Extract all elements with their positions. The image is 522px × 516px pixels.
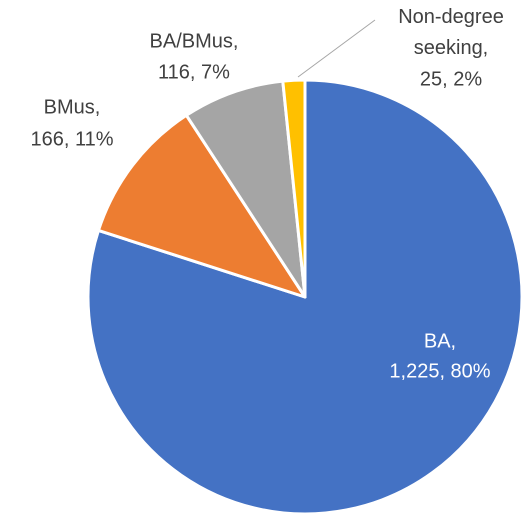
category-label: BA/BMus,	[150, 30, 239, 52]
data-label: BMus, 166, 11%	[30, 96, 113, 150]
pie-slice	[281, 78, 307, 299]
pie-slice	[96, 113, 307, 299]
value-label: 166, 11%	[30, 128, 113, 150]
category-label: BMus,	[44, 96, 101, 118]
pie-slice	[184, 79, 307, 299]
category-label: Non-degree seeking,	[398, 6, 504, 59]
leader-line	[297, 19, 376, 78]
data-label: Non-degree seeking, 25, 2%	[398, 6, 504, 90]
category-label: BA,	[424, 330, 456, 352]
value-label: 116, 7%	[158, 61, 230, 83]
value-label: 25, 2%	[420, 68, 482, 90]
value-label: 1,225, 80%	[389, 360, 490, 382]
data-label: BA/BMus, 116, 7%	[150, 30, 239, 83]
data-label: BA, 1,225, 80%	[389, 330, 490, 382]
